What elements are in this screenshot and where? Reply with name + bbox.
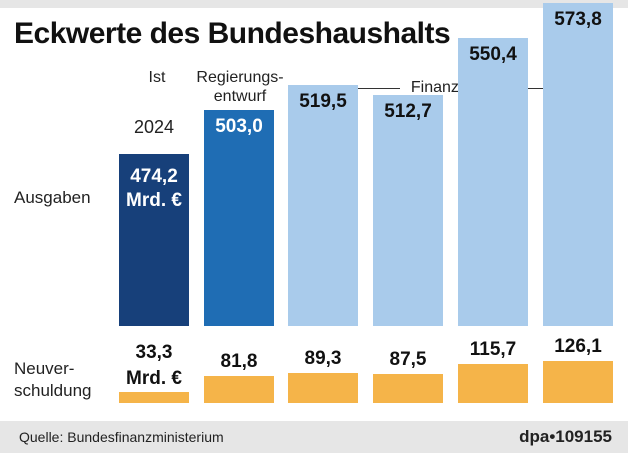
neuverschuldung-bar-2026 <box>288 373 358 403</box>
ausgaben-bar-2028 <box>458 38 528 326</box>
neuverschuldung-value-2029: 126,1 <box>554 335 602 357</box>
ausgaben-value-2029: 573,8 <box>554 9 602 31</box>
ausgaben-bar-2025 <box>204 110 274 326</box>
neuverschuldung-bar-2028 <box>458 364 528 403</box>
neuverschuldung-value-2026: 89,3 <box>304 348 342 370</box>
header-regierungsentwurf-line1: Regierungs- <box>196 69 284 86</box>
dpa-credit: dpa•109155 <box>519 427 612 446</box>
year-label-2024: 2024 <box>133 117 175 137</box>
neuverschuldung-bar-2029 <box>543 360 613 403</box>
ausgaben-value-2025: 503,0 <box>215 116 263 138</box>
top-bar <box>0 0 628 8</box>
row-label-neuverschuldung: Neuver- schuldung <box>14 358 92 402</box>
ausgaben-value-2024: 474,2 <box>130 165 178 187</box>
ausgaben-value-2026: 519,5 <box>299 91 347 113</box>
neuverschuldung-bar-2024 <box>119 391 189 403</box>
neuverschuldung-bar-2025 <box>204 375 274 403</box>
header-regierungsentwurf-line2: entwurf <box>213 88 267 105</box>
chart-title: Eckwerte des Bundeshaushalts <box>14 17 451 50</box>
ausgaben-value-2028: 550,4 <box>469 44 517 66</box>
ausgaben-bar-2026 <box>288 85 358 326</box>
ausgaben-bar-2024 <box>119 153 189 326</box>
header-ist: Ist <box>148 69 166 86</box>
row-label-neuverschuldung-line2: schuldung <box>14 381 92 400</box>
ausgaben-unit-label: Mrd. € <box>126 189 182 211</box>
ausgaben-value-2027: 512,7 <box>384 101 432 123</box>
neuverschuldung-value-2027: 87,5 <box>389 348 427 370</box>
row-label-neuverschuldung-line1: Neuver- <box>14 359 75 378</box>
ausgaben-bar-2029 <box>543 3 613 326</box>
footer: Quelle: Bundesfinanzministerium dpa•1091… <box>0 421 628 453</box>
neuverschuldung-value-2028: 115,7 <box>469 339 517 361</box>
neuverschuldung-bar-2027 <box>373 373 443 403</box>
neuverschuldung-value-2025: 81,8 <box>220 350 258 372</box>
neuverschuldung-unit-label: Mrd. € <box>126 368 182 389</box>
header-regierungsentwurf: Regierungs- entwurf <box>190 68 290 106</box>
row-label-ausgaben: Ausgaben <box>14 188 91 207</box>
ausgaben-bar-2027 <box>373 95 443 326</box>
source-text: Quelle: Bundesfinanzministerium <box>19 429 224 445</box>
neuverschuldung-value-2024: 33,3 <box>135 342 173 363</box>
